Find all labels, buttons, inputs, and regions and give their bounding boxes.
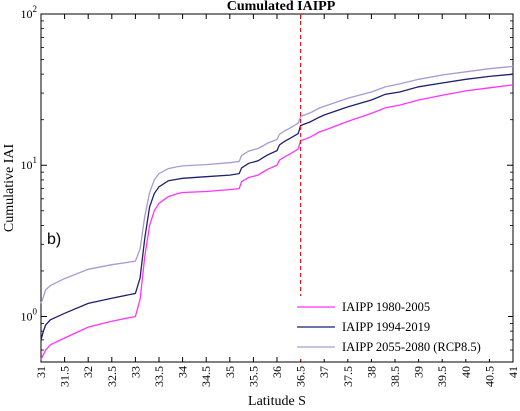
x-tick-label: 39.5	[435, 366, 449, 387]
legend-entry: IAIPP 2055-2080 (RCP8.5)	[342, 340, 481, 354]
x-tick-label: 37	[317, 366, 331, 378]
x-tick-label: 31.5	[58, 366, 72, 387]
y-tick-exponent: 0	[33, 306, 38, 316]
y-tick-label: 102	[21, 4, 38, 21]
y-tick-exponent: 1	[33, 155, 38, 165]
legend-entry: IAIPP 1994-2019	[342, 320, 430, 334]
x-tick-label: 34.5	[199, 366, 213, 387]
panel-label: b)	[47, 231, 61, 248]
x-tick-label: 38.5	[388, 366, 402, 387]
x-axis-ticks: 31 31.5 32 32.5 33 33.5 34 34.5 35 35.5 36 36.5 37 37…	[34, 14, 520, 387]
y-tick-label: 101	[21, 155, 38, 172]
x-tick-label: 33.5	[152, 366, 166, 387]
x-tick-label: 35.5	[246, 366, 260, 387]
chart-title: Cumulated IAIPP	[227, 0, 336, 14]
x-tick-label: 36	[270, 366, 284, 378]
y-tick-label: 100	[21, 306, 38, 323]
x-tick-label: 40	[459, 366, 473, 378]
x-tick-label: 32.5	[105, 366, 119, 387]
x-axis-label: Latitude S	[248, 394, 306, 409]
series-layer	[40, 65, 514, 360]
x-tick-label: 33	[128, 366, 142, 378]
x-tick-label: 39	[412, 366, 426, 378]
y-tick-base: 10	[21, 7, 33, 21]
y-tick-base: 10	[21, 158, 33, 172]
y-axis-label: Cumulative IAI	[2, 144, 17, 233]
x-tick-label: 35	[223, 366, 237, 378]
series-line	[40, 65, 514, 304]
legend-entry: IAIPP 1980-2005	[342, 300, 430, 314]
series-line	[40, 84, 514, 360]
series-line	[40, 73, 514, 341]
y-tick-base: 10	[21, 309, 33, 323]
x-tick-label: 34	[176, 366, 190, 378]
x-tick-label: 41	[506, 366, 520, 378]
x-tick-label: 40.5	[482, 366, 496, 387]
x-tick-label: 36.5	[294, 366, 308, 387]
x-tick-label: 32	[81, 366, 95, 378]
x-tick-label: 37.5	[341, 366, 355, 387]
x-tick-label: 31	[34, 366, 48, 378]
x-tick-label: 38	[364, 366, 378, 378]
y-tick-exponent: 2	[33, 4, 38, 14]
legend: IAIPP 1980-2005 IAIPP 1994-2019 IAIPP 2055…	[292, 296, 508, 359]
